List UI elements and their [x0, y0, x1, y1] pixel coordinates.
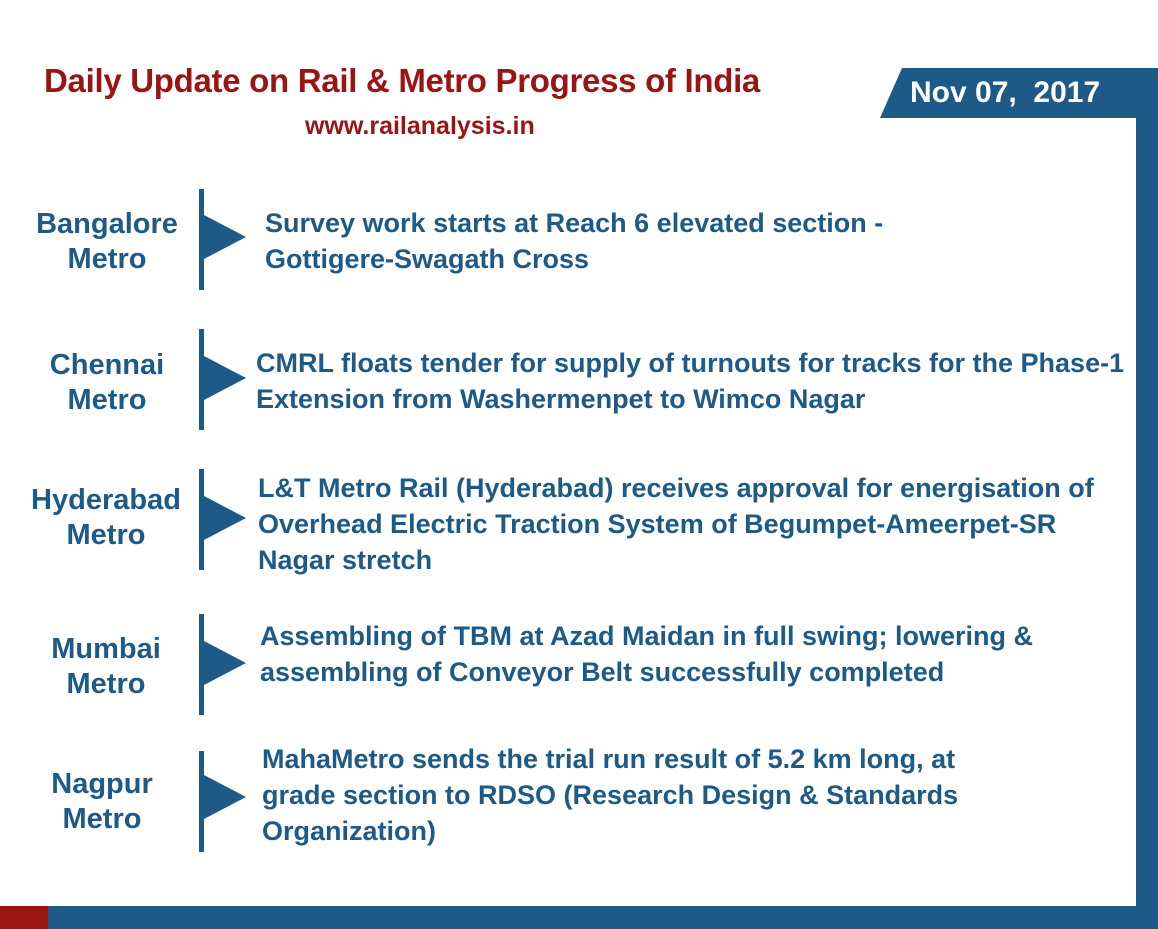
divider-bar: [199, 469, 204, 570]
metro-name-line2: Metro: [66, 668, 146, 700]
arrow-right-icon: [204, 496, 246, 540]
update-text: Assembling of TBM at Azad Maidan in full…: [260, 621, 1034, 687]
metro-name: Bangalore Metro: [14, 207, 200, 277]
divider-bar: [199, 751, 204, 852]
metro-name: Nagpur Metro: [0, 767, 204, 837]
metro-name-line2: Metro: [67, 243, 147, 275]
update-text: MahaMetro sends the trial run result of …: [262, 744, 959, 846]
arrow-right-icon: [204, 215, 246, 259]
metro-name-line1: Bangalore: [36, 208, 178, 240]
metro-name-line1: Hyderabad: [31, 484, 181, 516]
frame-right-border: [1136, 118, 1158, 908]
arrow-right-icon: [204, 775, 246, 819]
date-label: Nov 07, 2017: [910, 76, 1101, 109]
website-link[interactable]: www.railanalysis.in: [305, 112, 535, 140]
metro-name-line1: Mumbai: [51, 633, 161, 665]
metro-name-line2: Metro: [62, 803, 142, 835]
update-text: L&T Metro Rail (Hyderabad) receives appr…: [258, 473, 1094, 575]
metro-name: Mumbai Metro: [8, 632, 204, 702]
divider-bar: [199, 329, 204, 430]
update-text: CMRL floats tender for supply of turnout…: [256, 348, 1125, 414]
divider-bar: [199, 614, 204, 715]
update-text: Survey work starts at Reach 6 elevated s…: [265, 208, 884, 274]
divider-bar: [199, 189, 204, 290]
arrow-right-icon: [204, 641, 246, 685]
metro-name-line1: Nagpur: [51, 768, 153, 800]
arrow-right-icon: [204, 356, 246, 400]
frame-corner-accent: [0, 906, 48, 929]
frame-bottom-border: [48, 906, 1158, 929]
metro-name: Chennai Metro: [14, 348, 200, 418]
page-title: Daily Update on Rail & Metro Progress of…: [44, 62, 760, 99]
metro-name-line2: Metro: [67, 384, 147, 416]
metro-name: Hyderabad Metro: [8, 483, 204, 553]
date-tab: [880, 68, 1158, 118]
metro-name-line1: Chennai: [49, 349, 165, 381]
metro-name-line2: Metro: [66, 519, 146, 551]
